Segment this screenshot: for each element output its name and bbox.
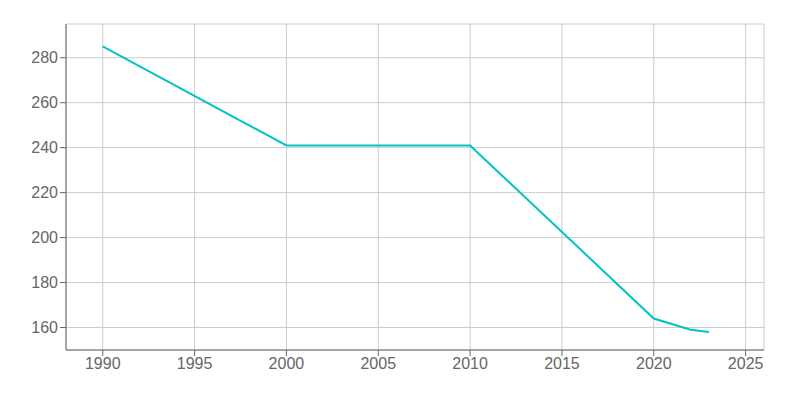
- svg-text:160: 160: [31, 319, 58, 336]
- svg-text:2005: 2005: [360, 355, 396, 372]
- svg-text:2020: 2020: [636, 355, 672, 372]
- svg-text:2015: 2015: [544, 355, 580, 372]
- svg-text:2010: 2010: [452, 355, 488, 372]
- svg-text:260: 260: [31, 94, 58, 111]
- svg-text:1995: 1995: [177, 355, 213, 372]
- svg-text:220: 220: [31, 184, 58, 201]
- svg-text:180: 180: [31, 274, 58, 291]
- svg-text:1990: 1990: [85, 355, 121, 372]
- svg-text:280: 280: [31, 49, 58, 66]
- svg-text:2000: 2000: [269, 355, 305, 372]
- svg-text:240: 240: [31, 139, 58, 156]
- svg-text:200: 200: [31, 229, 58, 246]
- svg-text:2025: 2025: [728, 355, 764, 372]
